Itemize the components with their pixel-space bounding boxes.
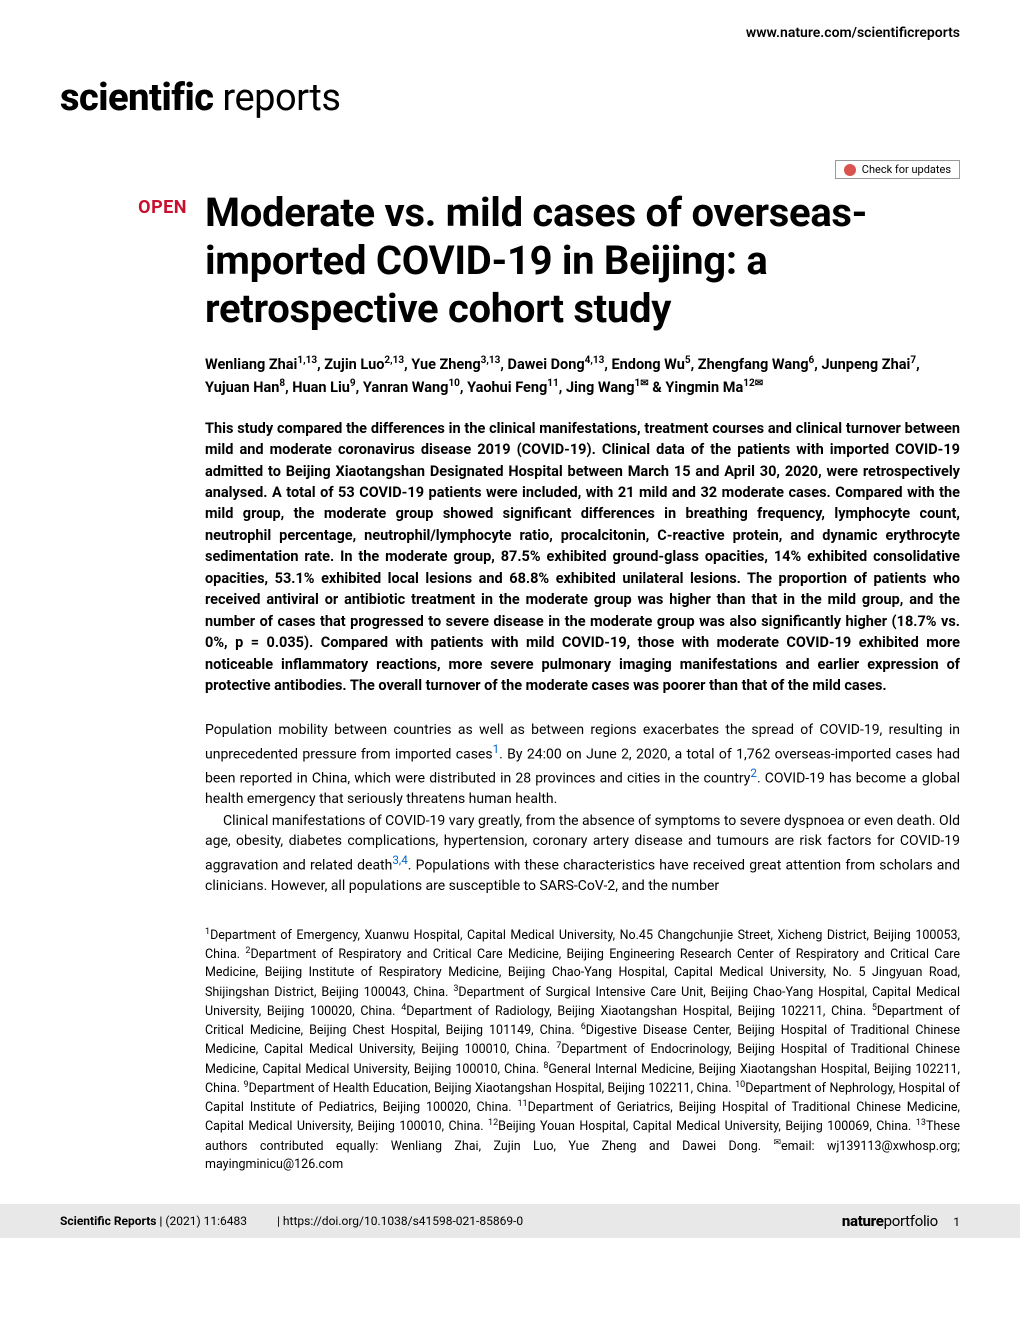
affiliations: 1Department of Emergency, Xuanwu Hospita…	[205, 898, 960, 1174]
footer-right: natureportfolio 1	[842, 1212, 960, 1230]
site-url-header: www.nature.com/scientificreports	[0, 0, 1020, 51]
page-footer: Scientific Reports | (2021) 11:6483 | ht…	[0, 1204, 1020, 1238]
article-title: Moderate vs. mild cases of overseas-impo…	[205, 189, 960, 353]
badge-column: OPEN	[60, 189, 205, 1174]
body-paragraph: Population mobility between countries as…	[205, 720, 960, 809]
footer-journal: Scientific Reports |	[60, 1214, 162, 1228]
main-column: Moderate vs. mild cases of overseas-impo…	[205, 189, 960, 1174]
body-text: Population mobility between countries as…	[205, 720, 960, 895]
page-number: 1	[953, 1215, 960, 1229]
article-content: OPEN Moderate vs. mild cases of overseas…	[0, 189, 1020, 1174]
site-url: www.nature.com/scientificreports	[746, 25, 960, 41]
check-updates-button[interactable]: Check for updates	[835, 160, 960, 179]
abstract: This study compared the differences in t…	[205, 418, 960, 721]
footer-portfolio: natureportfolio	[842, 1212, 941, 1230]
footer-left: Scientific Reports | (2021) 11:6483 | ht…	[60, 1214, 523, 1228]
journal-logo: scientific reports	[0, 51, 1020, 160]
ref-link[interactable]: 3,4	[392, 853, 407, 867]
update-dot-icon	[844, 164, 856, 176]
footer-doi: | https://doi.org/10.1038/s41598-021-858…	[277, 1214, 523, 1228]
open-access-badge: OPEN	[60, 197, 187, 218]
author-list: Wenliang Zhai1,13, Zujin Luo2,13, Yue Zh…	[205, 353, 960, 418]
journal-logo-light: reports	[214, 76, 341, 120]
check-updates-label: Check for updates	[862, 163, 951, 176]
check-updates-row: Check for updates	[0, 160, 1020, 189]
footer-citation: Scientific Reports | (2021) 11:6483	[60, 1214, 247, 1228]
footer-issue: (2021) 11:6483	[165, 1214, 247, 1228]
body-paragraph: Clinical manifestations of COVID-19 vary…	[205, 811, 960, 896]
journal-logo-bold: scientific	[60, 76, 214, 120]
